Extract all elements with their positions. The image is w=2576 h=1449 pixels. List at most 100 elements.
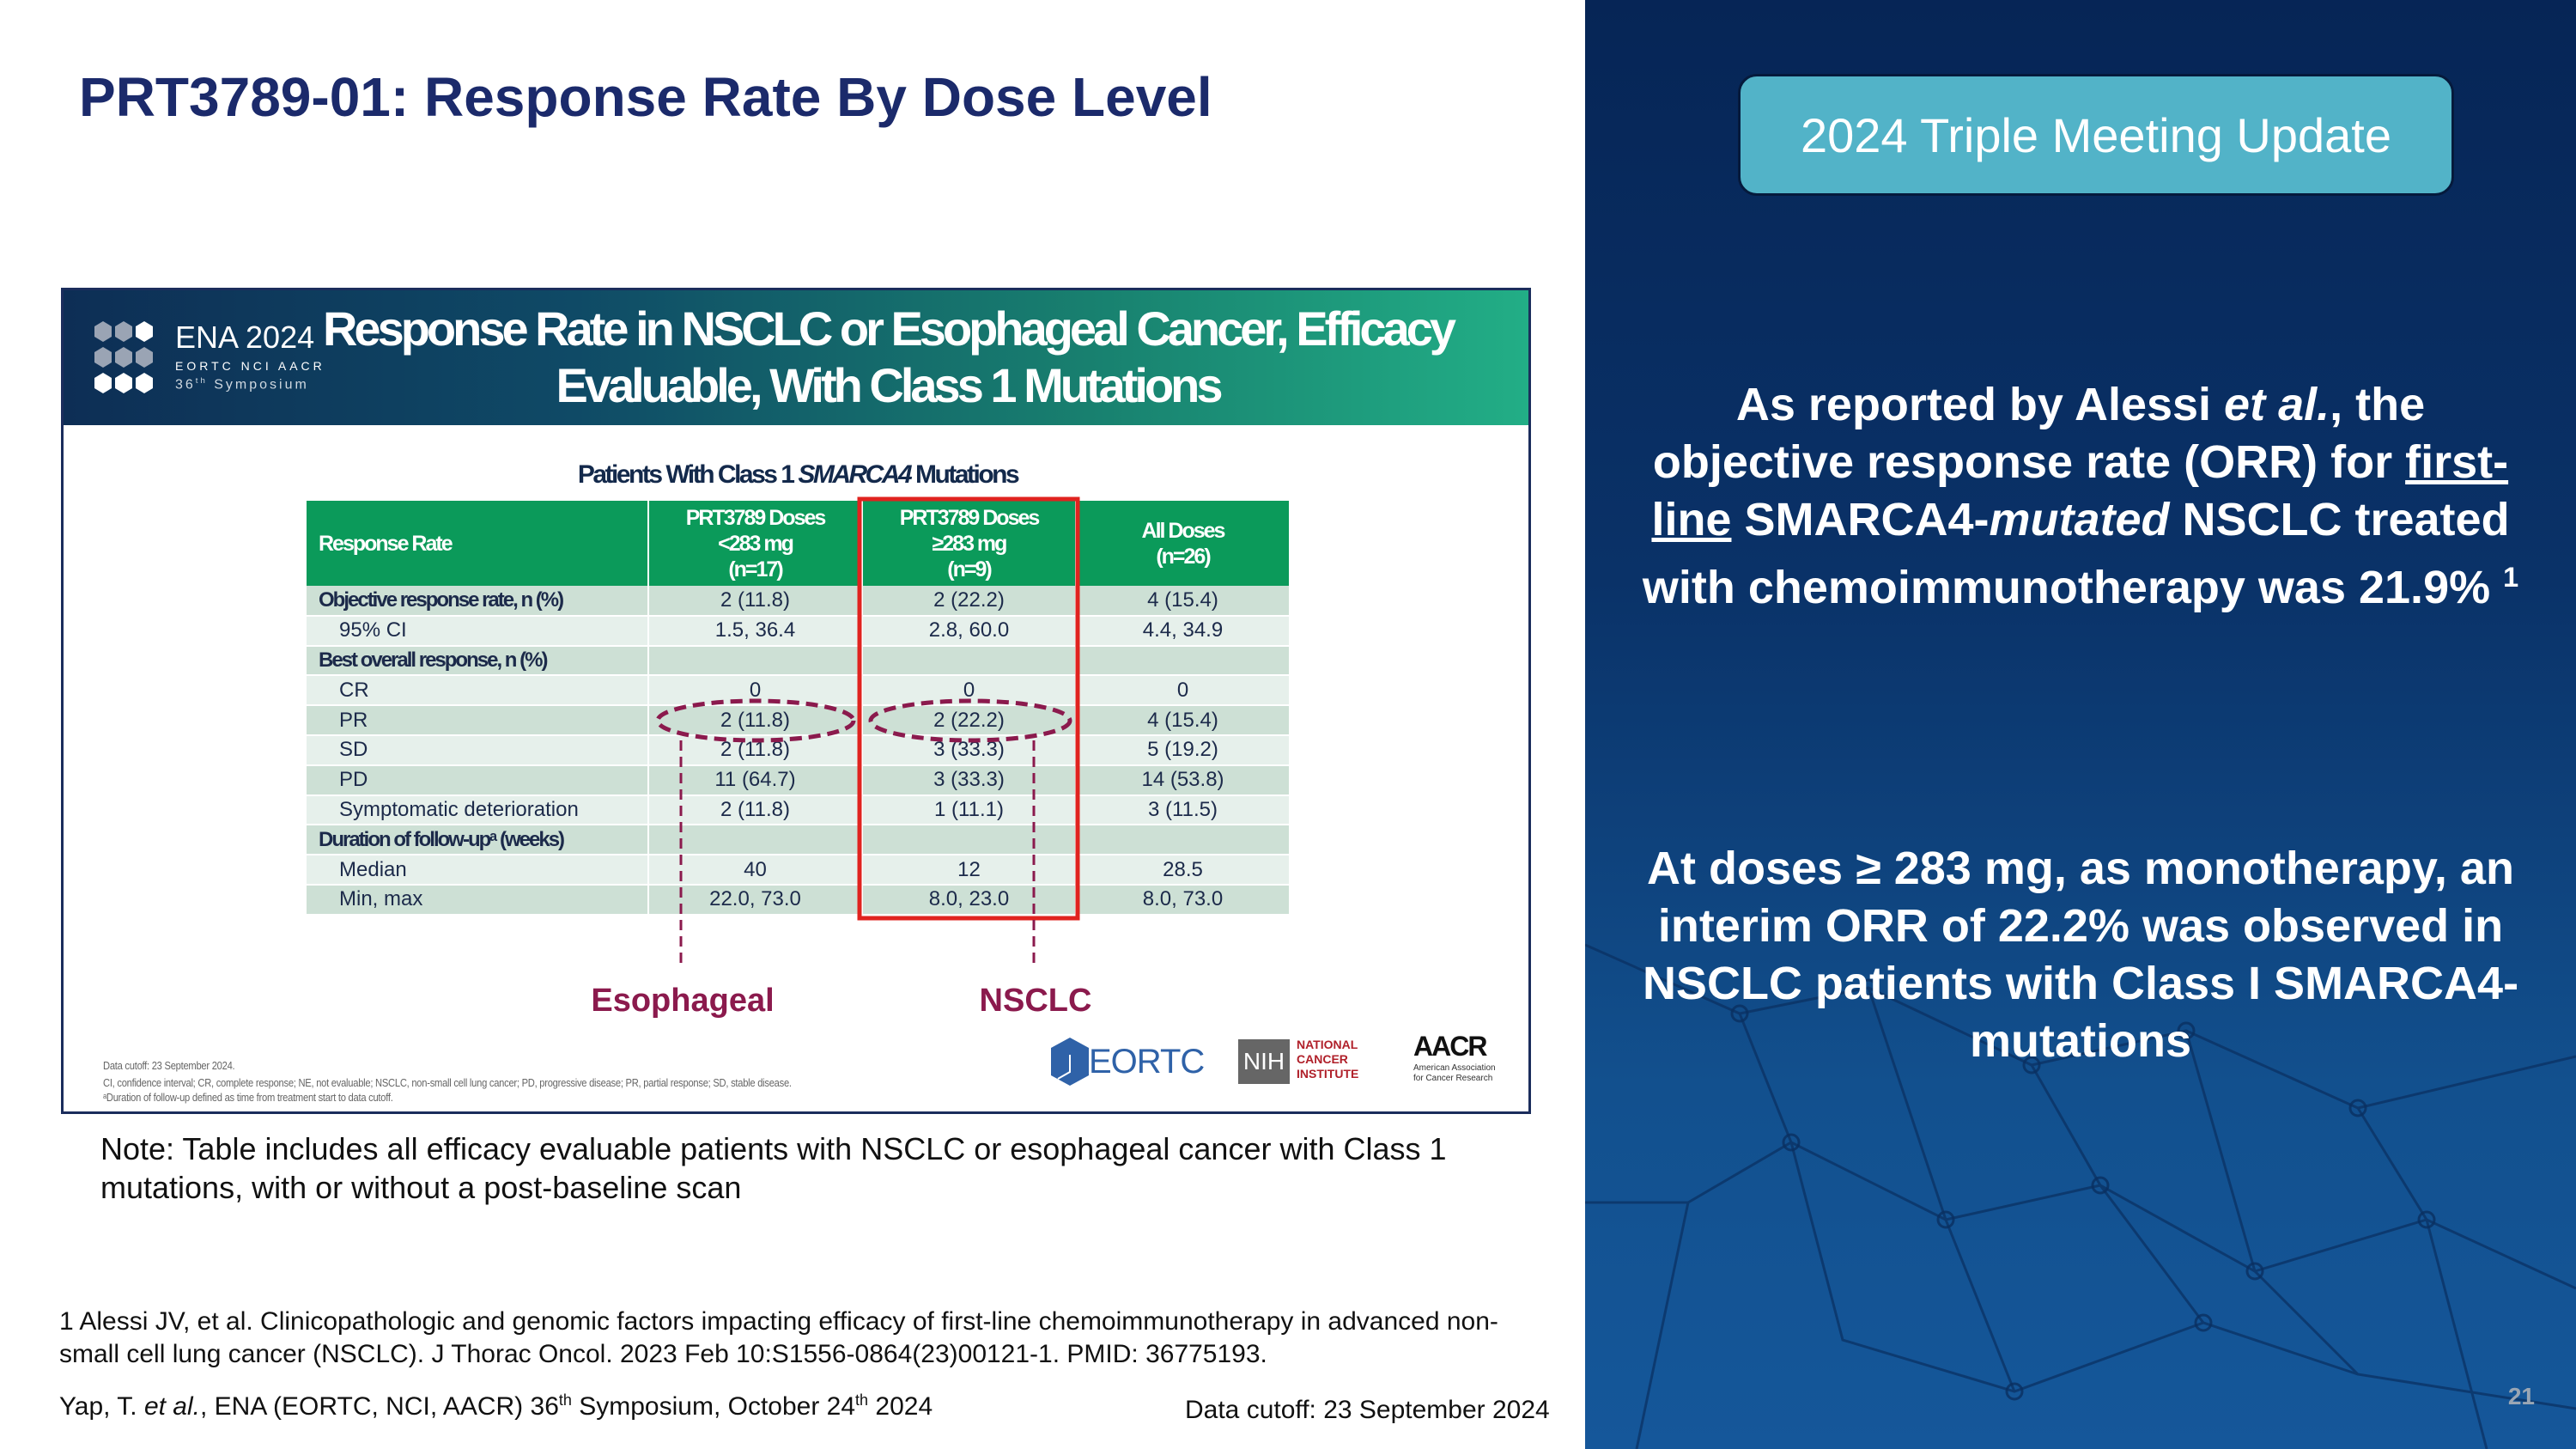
- table-row: Best overall response, n (%): [307, 645, 1291, 677]
- text-segment: , the objective response rate (ORR) for: [1652, 379, 2426, 488]
- text-segment: 2024: [868, 1392, 933, 1421]
- table-cell: 14 (53.8): [1076, 764, 1291, 796]
- aacr-logo: AACR: [1413, 1031, 1487, 1062]
- esophageal-label: Esophageal: [591, 983, 775, 1019]
- table-cell: 8.0, 73.0: [1076, 884, 1291, 916]
- table-cell: 2 (11.8): [648, 795, 863, 826]
- row-label: Median: [307, 855, 649, 886]
- ena-logo-title: ENA 2024: [175, 320, 315, 355]
- text-segment: Symposium: [207, 377, 309, 393]
- table-header-row: Response Rate PRT3789 Doses <283 mg (n=17…: [307, 501, 1291, 586]
- text-segment: mutated: [1989, 494, 2170, 545]
- text-segment: SMARCA4: [798, 460, 912, 489]
- column-header: All Doses (n=26): [1076, 501, 1291, 586]
- table-cell: 0: [1076, 675, 1291, 707]
- row-label: Symptomatic deterioration: [307, 795, 649, 826]
- banner-title: Response Rate in NSCLC or Esophageal Can…: [322, 301, 1456, 412]
- table-cell: 3 (33.3): [862, 764, 1077, 796]
- table-cell: 2 (11.8): [648, 586, 863, 617]
- table-row: Objective response rate, n (%) 2 (11.8) 2 …: [307, 586, 1291, 617]
- table-cell: 3 (33.3): [862, 734, 1077, 766]
- eortc-cube-icon: [1051, 1038, 1089, 1086]
- table-cell: 8.0, 23.0: [862, 884, 1077, 916]
- table-row: SD 2 (11.8) 3 (33.3) 5 (19.2): [307, 734, 1291, 766]
- table-row: Min, max 22.0, 73.0 8.0, 23.0 8.0, 73.0: [307, 884, 1291, 916]
- ena-banner: ENA 2024 EORTC NCI AACR 36th Symposium R…: [64, 290, 1528, 425]
- text-segment: th: [855, 1391, 869, 1409]
- row-label: PD: [307, 764, 649, 796]
- text-segment: , ENA (EORTC, NCI, AACR) 36: [200, 1392, 559, 1421]
- text-segment: et al.: [2224, 379, 2330, 430]
- data-cutoff: Data cutoff: 23 September 2024: [1185, 1396, 1550, 1424]
- row-label: Objective response rate, n (%): [307, 586, 649, 617]
- text-segment: 36: [175, 377, 196, 393]
- ena-logo-orgs: EORTC NCI AACR: [175, 359, 325, 373]
- text-segment: As reported by Alessi: [1735, 379, 2225, 430]
- footnote-ref: 1: [2503, 562, 2519, 593]
- table-cell: 2.8, 60.0: [862, 615, 1077, 647]
- table-cell: 2 (11.8): [648, 705, 863, 736]
- eortc-text: EORTC: [1089, 1043, 1205, 1081]
- right-panel: 2024 Triple Meeting Update As reported b…: [1585, 0, 2576, 1449]
- ena-logo-symposium: 36th Symposium: [175, 376, 309, 393]
- eortc-logo: EORTC: [1051, 1038, 1206, 1089]
- text-segment: et al.: [143, 1392, 200, 1421]
- table-cell: 40: [648, 855, 863, 886]
- table-cell: 0: [648, 675, 863, 707]
- table-row: Duration of follow-upᵃ (weeks): [307, 825, 1291, 856]
- table-row: 95% CI 1.5, 36.4 2.8, 60.0 4.4, 34.9: [307, 615, 1291, 647]
- row-label: PR: [307, 705, 649, 736]
- page-number: 21: [2507, 1383, 2535, 1409]
- column-header: PRT3789 Doses ≥283 mg (n=9): [862, 501, 1077, 586]
- alessi-orr-statement: As reported by Alessi et al., the object…: [1637, 376, 2524, 617]
- table-note: Note: Table includes all efficacy evalua…: [100, 1131, 1447, 1205]
- table-cell: [1076, 645, 1291, 677]
- table-row: PR 2 (11.8) 2 (22.2) 4 (15.4): [307, 705, 1291, 736]
- table-row: Symptomatic deterioration 2 (11.8) 1 (11.1…: [307, 795, 1291, 826]
- table-cell: 22.0, 73.0: [648, 884, 863, 916]
- text-segment: Patients With Class 1: [577, 460, 799, 489]
- text-segment: SMARCA4-: [1731, 494, 1990, 545]
- reference-alessi: 1 Alessi JV, et al. Clinicopathologic an…: [59, 1307, 1498, 1368]
- table-cell: [648, 825, 863, 856]
- table-cell: 4.4, 34.9: [1076, 615, 1291, 647]
- table-cell: 3 (11.5): [1076, 795, 1291, 826]
- text-segment: th: [558, 1391, 572, 1409]
- aacr-logo-subtitle: American Association for Cancer Research: [1413, 1063, 1496, 1083]
- fine-print-footnote: ᵃDuration of follow-up defined as time f…: [103, 1091, 393, 1104]
- table-cell: 4 (15.4): [1076, 586, 1291, 617]
- row-label: Duration of follow-upᵃ (weeks): [307, 825, 649, 856]
- citation-yap: Yap, T. et al., ENA (EORTC, NCI, AACR) 3…: [59, 1391, 933, 1422]
- slide-title: PRT3789-01: Response Rate By Dose Level: [79, 66, 1212, 128]
- text-segment: th: [195, 376, 208, 386]
- text-segment: first-line: [1651, 436, 2509, 545]
- column-header: PRT3789 Doses <283 mg (n=17): [648, 501, 863, 586]
- table-row: CR 0 0 0: [307, 675, 1291, 707]
- row-label: CR: [307, 675, 649, 707]
- table-cell: 5 (19.2): [1076, 734, 1291, 766]
- table-row: PD 11 (64.7) 3 (33.3) 14 (53.8): [307, 764, 1291, 796]
- table-cell: 28.5: [1076, 855, 1291, 886]
- table-cell: 1 (11.1): [862, 795, 1077, 826]
- table-cell: [1076, 825, 1291, 856]
- text-segment: NSCLC treated with chemoimmunotherapy wa…: [1642, 494, 2510, 613]
- meeting-update-tag: 2024 Triple Meeting Update: [1738, 74, 2454, 196]
- ena-hexagon-logo-icon: [94, 321, 163, 399]
- table-cell: 4 (15.4): [1076, 705, 1291, 736]
- table-cell: 11 (64.7): [648, 764, 863, 796]
- table-cell: 1.5, 36.4: [648, 615, 863, 647]
- network-background-graphic: [1585, 943, 2576, 1449]
- response-rate-table: Response Rate PRT3789 Doses <283 mg (n=17…: [307, 501, 1291, 916]
- nih-logo: NIH: [1238, 1039, 1290, 1084]
- table-cell: 2 (22.2): [862, 705, 1077, 736]
- row-label: Min, max: [307, 884, 649, 916]
- nsclc-label: NSCLC: [979, 983, 1092, 1019]
- interim-orr-statement: At doses ≥ 283 mg, as monotherapy, an in…: [1642, 843, 2519, 1067]
- table-cell: 2 (11.8): [648, 734, 863, 766]
- table-cell: [862, 645, 1077, 677]
- text-segment: Yap, T.: [59, 1392, 144, 1421]
- table-cell: 12: [862, 855, 1077, 886]
- row-label: 95% CI: [307, 615, 649, 647]
- table-cell: 0: [862, 675, 1077, 707]
- table-cell: 2 (22.2): [862, 586, 1077, 617]
